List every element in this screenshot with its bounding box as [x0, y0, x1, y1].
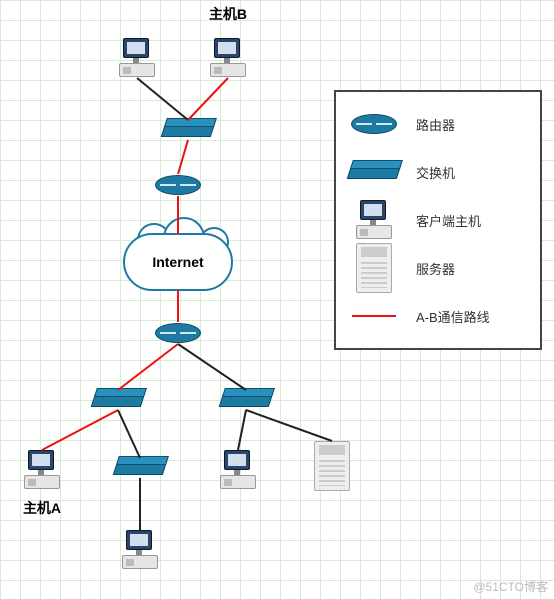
server-icon: [356, 243, 392, 293]
router-icon: [351, 114, 397, 134]
legend-row-server: 服务器: [346, 244, 530, 292]
legend-row-router: 路由器: [346, 100, 530, 148]
legend-label: 客户端主机: [416, 211, 481, 230]
pc-icon: [354, 200, 394, 240]
red-line-icon: [352, 315, 396, 317]
legend-row-path: A-B通信路线: [346, 292, 530, 340]
switch-icon: [347, 165, 402, 179]
legend-label: 服务器: [416, 259, 455, 278]
legend-box: 路由器 交换机 客户端主机 服务器 A-B通信路线: [334, 90, 542, 350]
legend-label: 交换机: [416, 163, 455, 182]
legend-row-switch: 交换机: [346, 148, 530, 196]
legend-row-client: 客户端主机: [346, 196, 530, 244]
legend-label: A-B通信路线: [416, 307, 490, 326]
legend-label: 路由器: [416, 115, 455, 134]
